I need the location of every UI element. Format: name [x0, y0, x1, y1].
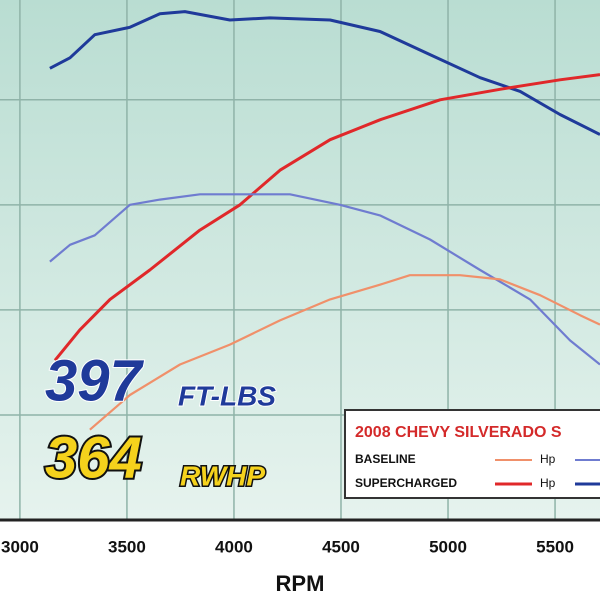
- annotation-small: RWHP: [180, 460, 265, 491]
- x-tick-label: 3500: [108, 537, 146, 556]
- series-line: [89, 274, 600, 431]
- annotation-torque: 397 FT-LBS: [44, 347, 277, 414]
- annotation-big: 364: [45, 425, 142, 490]
- lines: [49, 10, 600, 431]
- grid: [0, 0, 600, 520]
- x-tick-label: 5000: [429, 537, 467, 556]
- x-tick-label: 5500: [536, 537, 574, 556]
- x-tick-label: 4000: [215, 537, 253, 556]
- legend-label: SUPERCHARGED: [355, 476, 457, 490]
- legend-box: [344, 409, 600, 499]
- series-line: [49, 193, 600, 366]
- x-axis-label: RPM: [276, 571, 325, 596]
- annotation-small: FT-LBS: [178, 380, 276, 411]
- x-tick-label: 4500: [322, 537, 360, 556]
- axis-area: [0, 520, 600, 600]
- legend-item: Hp: [540, 452, 556, 466]
- legend-label: BASELINE: [355, 452, 416, 466]
- x-tick-label: 3000: [1, 537, 39, 556]
- legend: 2008 CHEVY SILVERADO S BASELINE Hp SUPER…: [344, 409, 600, 499]
- series-line: [53, 73, 600, 362]
- x-ticks: 3000 3500 4000 4500 5000 5500: [1, 537, 574, 556]
- legend-title: 2008 CHEVY SILVERADO S: [355, 424, 562, 441]
- annotation-hp: 364 RWHP: [43, 423, 267, 493]
- annotation-big: 397: [45, 348, 145, 413]
- legend-item: Hp: [540, 476, 556, 490]
